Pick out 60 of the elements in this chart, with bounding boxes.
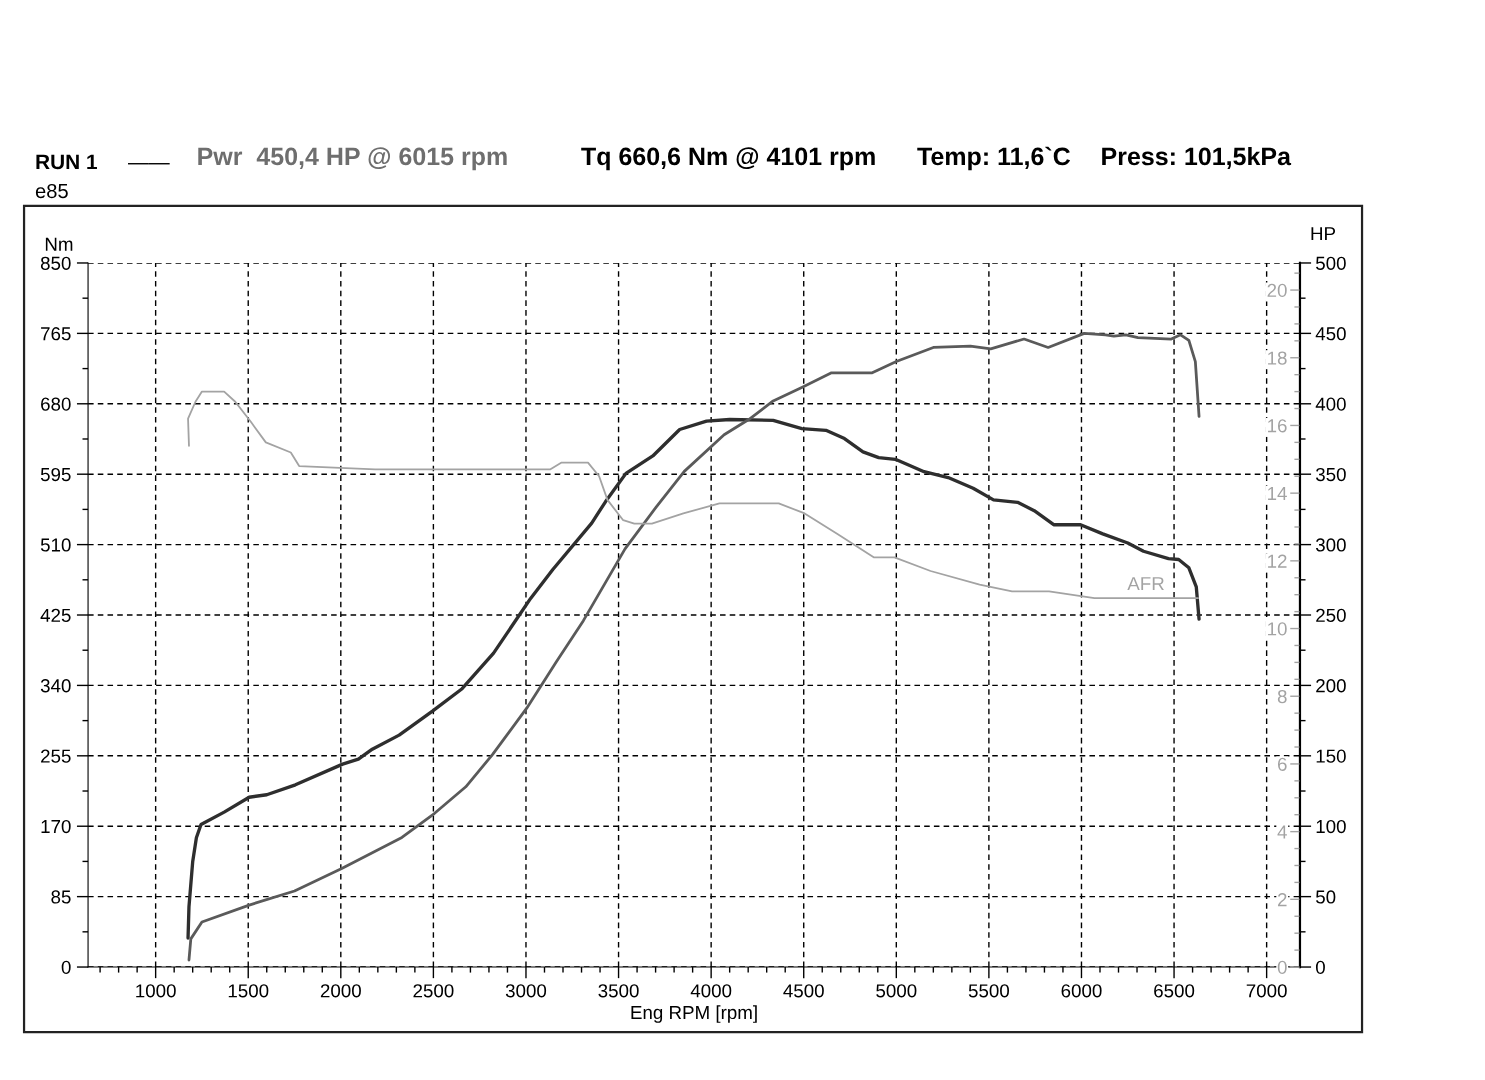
x-tick-label: 7000 — [1246, 984, 1287, 998]
y2-tick-label: 400 — [1315, 397, 1346, 411]
chart-subtitle: e85 — [35, 183, 68, 199]
y3-tick-label: 0 — [1277, 960, 1287, 975]
y2-tick-label: 150 — [1316, 749, 1346, 763]
text: Pwr 450,4 HP @ 6015 rpm — [198, 147, 507, 171]
y3-tick-label: 4 — [1277, 825, 1287, 839]
series-label: AFR — [1127, 577, 1164, 591]
line-series — [186, 417, 1201, 940]
y2-tick-label: 0 — [1315, 960, 1325, 975]
text: Tq 660,6 Nm @ 4101 rpm — [581, 147, 875, 171]
x-tick-label: 5000 — [876, 984, 917, 998]
y2-tick-label: 250 — [1316, 608, 1346, 622]
line-series — [187, 390, 1200, 599]
x-tick-label: 5500 — [968, 984, 1010, 998]
y3-tick-label: 12 — [1268, 554, 1287, 568]
y3-tick-label: 14 — [1268, 487, 1287, 500]
line-series — [187, 332, 1201, 962]
y2-tick-label: 450 — [1315, 327, 1346, 341]
x-tick-label: 2000 — [320, 984, 361, 998]
y-tick-label: 850 — [40, 256, 71, 270]
text: Press: 101,5kPa — [1102, 146, 1292, 169]
y-tick-label: 425 — [40, 608, 71, 622]
x-tick-label: 2500 — [413, 984, 454, 998]
x-tick-label: 1500 — [228, 984, 269, 998]
x-tick-label: 4500 — [783, 984, 824, 998]
y-tick-label: 595 — [40, 467, 71, 482]
y2-tick-label: 350 — [1315, 467, 1346, 482]
y-tick-label: 680 — [41, 397, 71, 411]
y-tick-label: 765 — [41, 327, 71, 341]
y3-tick-label: 18 — [1268, 351, 1287, 365]
y-tick-label: 255 — [41, 749, 71, 763]
y3-tick-label: 8 — [1277, 689, 1287, 704]
y-tick-label: 85 — [51, 890, 71, 904]
y2-axis-title: HP — [1311, 227, 1336, 241]
x-tick-label: 6500 — [1154, 984, 1195, 998]
y2-tick-label: 100 — [1316, 819, 1346, 834]
text: —— — [128, 163, 170, 165]
x-tick-label: 4000 — [690, 984, 732, 998]
x-tick-label: 3500 — [598, 984, 639, 998]
y2-tick-label: 50 — [1316, 890, 1336, 904]
y-axis-title: Nm — [45, 237, 73, 251]
chart-title: RUN 1 — [36, 154, 97, 170]
y2-tick-label: 500 — [1316, 256, 1346, 270]
y3-tick-label: 2 — [1277, 893, 1287, 907]
y3-tick-label: 10 — [1268, 622, 1287, 636]
text: Temp: 11,6`C — [917, 146, 1071, 171]
x-tick-label: 1000 — [136, 984, 176, 998]
y2-tick-label: 300 — [1315, 538, 1346, 552]
y3-tick-label: 16 — [1268, 419, 1287, 433]
y-tick-label: 510 — [40, 538, 71, 552]
x-tick-label: 6000 — [1061, 984, 1102, 998]
y-tick-label: 170 — [41, 819, 71, 834]
y3-tick-label: 6 — [1277, 757, 1287, 771]
y-tick-label: 340 — [40, 679, 71, 693]
x-tick-label: 3000 — [505, 984, 547, 998]
y2-tick-label: 200 — [1316, 679, 1346, 693]
y3-tick-label: 20 — [1267, 283, 1287, 298]
y-tick-label: 0 — [61, 960, 71, 975]
x-axis-title: Eng RPM [rpm] — [631, 1005, 757, 1023]
